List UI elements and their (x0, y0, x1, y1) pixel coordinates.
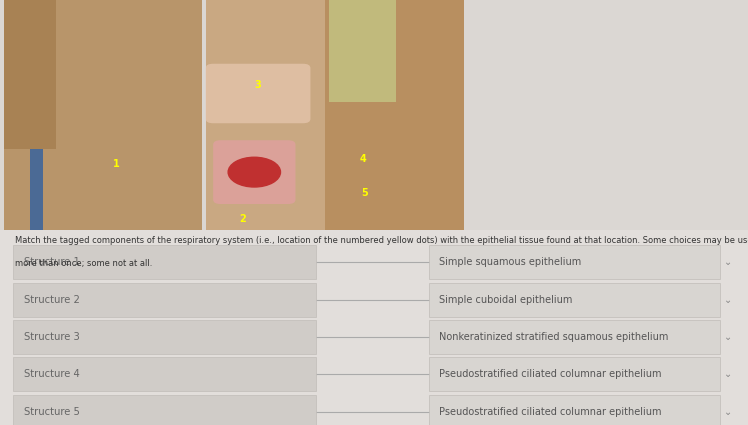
Text: Simple cuboidal epithelium: Simple cuboidal epithelium (439, 295, 572, 305)
Text: 3: 3 (254, 80, 262, 90)
FancyBboxPatch shape (429, 357, 720, 391)
FancyBboxPatch shape (13, 357, 316, 391)
FancyBboxPatch shape (0, 0, 748, 230)
Text: Match the tagged components of the respiratory system (i.e., location of the num: Match the tagged components of the respi… (15, 236, 748, 245)
FancyBboxPatch shape (429, 283, 720, 317)
FancyBboxPatch shape (13, 283, 316, 317)
Text: Simple squamous epithelium: Simple squamous epithelium (439, 257, 581, 267)
FancyBboxPatch shape (13, 320, 316, 354)
Text: Structure 2: Structure 2 (24, 295, 80, 305)
Text: ⌄: ⌄ (724, 295, 732, 305)
FancyBboxPatch shape (206, 0, 352, 230)
Text: Pseudostratified ciliated columnar epithelium: Pseudostratified ciliated columnar epith… (439, 407, 661, 417)
Text: Structure 1: Structure 1 (24, 257, 80, 267)
FancyBboxPatch shape (429, 395, 720, 425)
Text: ⌄: ⌄ (724, 257, 732, 267)
FancyBboxPatch shape (4, 0, 202, 230)
Text: 5: 5 (361, 188, 369, 198)
FancyBboxPatch shape (4, 0, 56, 149)
Circle shape (228, 157, 280, 187)
FancyBboxPatch shape (325, 0, 464, 230)
FancyBboxPatch shape (13, 245, 316, 279)
Text: Pseudostratified ciliated columnar epithelium: Pseudostratified ciliated columnar epith… (439, 369, 661, 380)
Text: Structure 3: Structure 3 (24, 332, 80, 342)
FancyBboxPatch shape (30, 149, 43, 230)
FancyBboxPatch shape (213, 140, 295, 204)
Text: Structure 4: Structure 4 (24, 369, 80, 380)
Text: Structure 5: Structure 5 (24, 407, 80, 417)
Text: 1: 1 (112, 159, 120, 169)
FancyBboxPatch shape (13, 395, 316, 425)
FancyBboxPatch shape (429, 320, 720, 354)
Text: ⌄: ⌄ (724, 407, 732, 417)
Text: Nonkeratinized stratified squamous epithelium: Nonkeratinized stratified squamous epith… (439, 332, 669, 342)
Text: ⌄: ⌄ (724, 369, 732, 380)
Text: 4: 4 (359, 154, 367, 164)
FancyBboxPatch shape (329, 0, 396, 102)
FancyBboxPatch shape (429, 245, 720, 279)
Text: ⌄: ⌄ (724, 332, 732, 342)
Text: 2: 2 (239, 214, 247, 224)
Text: more than once; some not at all.: more than once; some not at all. (15, 259, 153, 268)
FancyBboxPatch shape (206, 64, 310, 123)
